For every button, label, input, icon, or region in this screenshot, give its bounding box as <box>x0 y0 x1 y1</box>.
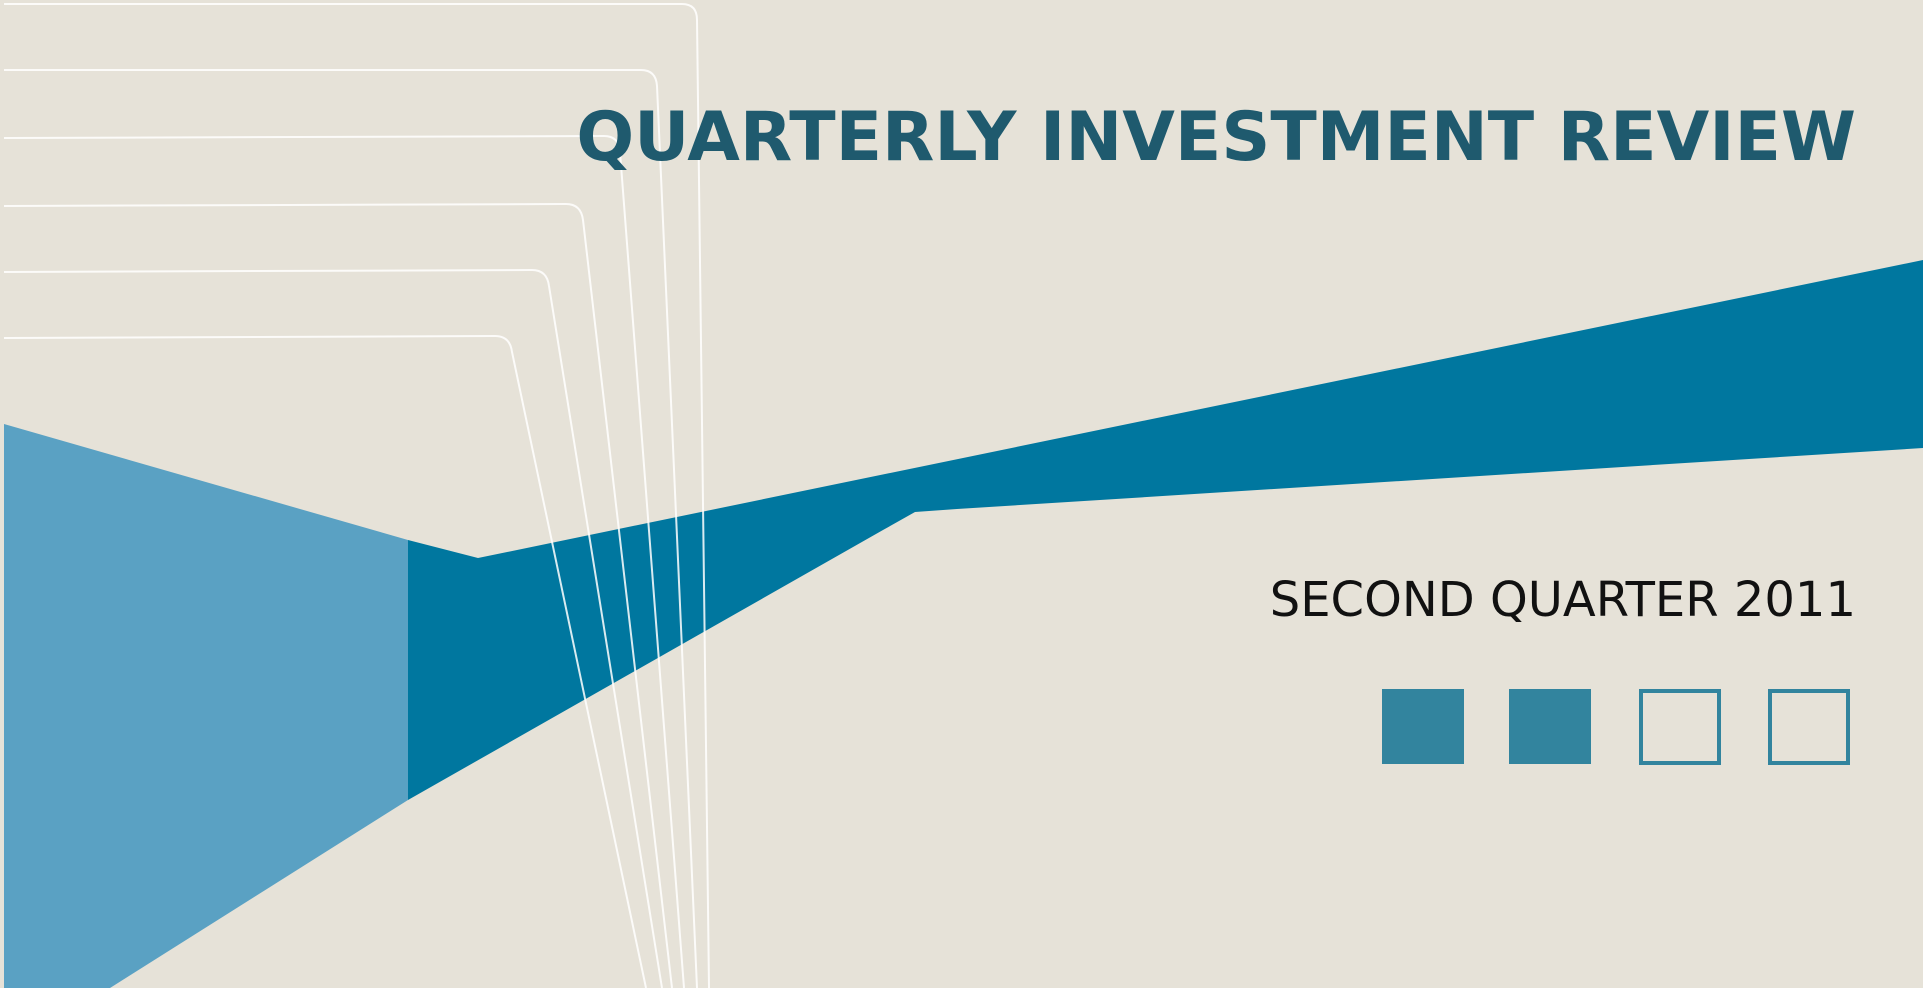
subtitle: SECOND QUARTER 2011 <box>1270 572 1856 628</box>
page: {"cover": {"title": "QUARTERLY INVESTMEN… <box>0 0 1923 988</box>
filled-square <box>1382 689 1464 764</box>
title: QUARTERLY INVESTMENT REVIEW <box>576 98 1856 177</box>
filled-square <box>1509 689 1591 764</box>
cover: QUARTERLY INVESTMENT REVIEW SECOND QUART… <box>0 0 1923 988</box>
